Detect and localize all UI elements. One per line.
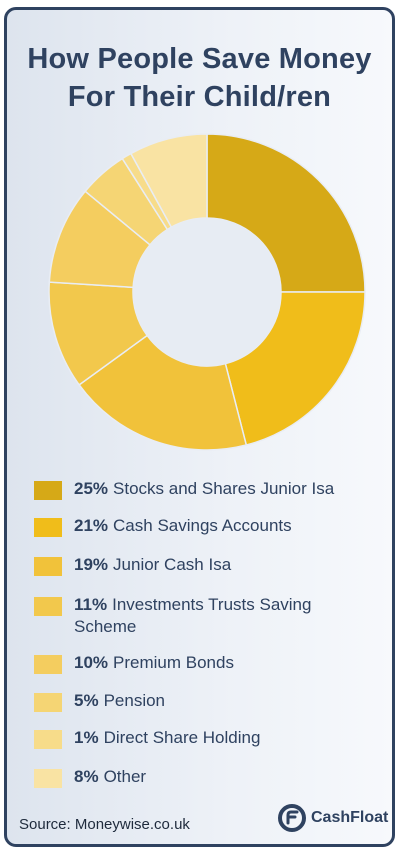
legend-percentage: 19% [74, 555, 109, 574]
donut-hole [133, 218, 281, 366]
legend-text: 19% Junior Cash Isa [74, 554, 374, 576]
legend-percentage: 10% [74, 653, 109, 672]
legend-swatch [34, 481, 62, 500]
legend-swatch [34, 655, 62, 674]
legend-label: Stocks and Shares Junior Isa [113, 479, 335, 498]
legend-swatch [34, 769, 62, 788]
brand-name: CashFloat [311, 809, 389, 826]
legend-percentage: 1% [74, 728, 99, 747]
legend-swatch [34, 597, 62, 616]
legend-swatch [34, 518, 62, 537]
legend-text: 25% Stocks and Shares Junior Isa [74, 478, 374, 500]
legend-label: Junior Cash Isa [113, 555, 232, 574]
legend-percentage: 25% [74, 479, 109, 498]
legend-label: Other [103, 767, 147, 786]
legend-text: 10% Premium Bonds [74, 652, 374, 674]
legend-text: 11% Investments Trusts Saving Scheme [74, 594, 374, 638]
legend-percentage: 8% [74, 767, 99, 786]
legend-swatch [34, 730, 62, 749]
source-note: Source: Moneywise.co.uk [19, 816, 190, 833]
legend-text: 21% Cash Savings Accounts [74, 515, 374, 537]
legend-text: 5% Pension [74, 690, 374, 712]
legend-label: Cash Savings Accounts [113, 516, 292, 535]
legend-swatch [34, 693, 62, 712]
legend-percentage: 21% [74, 516, 109, 535]
legend-label: Premium Bonds [113, 653, 234, 672]
legend-percentage: 11% [74, 595, 108, 614]
legend-text: 8% Other [74, 766, 374, 788]
legend-label: Direct Share Holding [103, 728, 261, 747]
legend-label: Pension [103, 691, 166, 710]
legend-text: 1% Direct Share Holding [74, 727, 374, 749]
legend-label: Investments Trusts Saving Scheme [74, 595, 312, 636]
legend-swatch [34, 557, 62, 576]
chart-title: How People Save Money For Their Child/re… [27, 43, 372, 113]
cashfloat-logo-icon [278, 804, 306, 832]
brand-logo[interactable]: CashFloat [277, 800, 389, 836]
infographic-card: How People Save Money For Their Child/re… [4, 7, 395, 847]
donut-chart [48, 133, 366, 451]
legend-percentage: 5% [74, 691, 99, 710]
